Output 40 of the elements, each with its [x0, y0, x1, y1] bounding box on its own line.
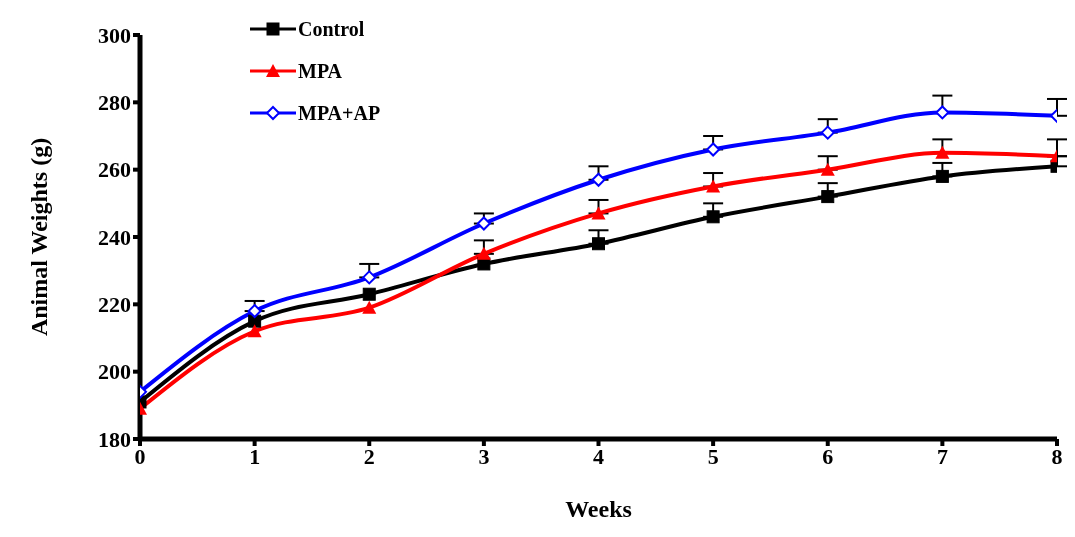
- legend-label: Control: [298, 17, 365, 41]
- point: [935, 145, 950, 159]
- point: [706, 142, 721, 157]
- point: [247, 324, 262, 338]
- point: [935, 105, 950, 120]
- point: [706, 179, 721, 193]
- legend-label: MPA: [298, 59, 343, 83]
- y-tick-label: 260: [98, 157, 131, 183]
- x-tick-label: 8: [1051, 443, 1063, 469]
- point: [591, 172, 606, 187]
- y-tick-label: 220: [98, 292, 131, 318]
- y-tick-label: 200: [98, 359, 131, 385]
- point: [362, 287, 376, 301]
- point: [592, 237, 605, 251]
- x-tick-label: 1: [249, 443, 261, 469]
- x-axis-title: Weeks: [565, 496, 632, 522]
- point: [362, 270, 377, 285]
- point: [820, 162, 835, 176]
- x-tick-label: 6: [822, 443, 834, 469]
- x-tick-label: 3: [478, 443, 490, 469]
- y-axis-title: Animal Weights (g): [25, 137, 52, 337]
- y-tick-label: 180: [98, 426, 131, 452]
- point: [362, 300, 377, 314]
- point: [820, 125, 835, 140]
- y-tick-label: 280: [98, 90, 131, 116]
- legend-label: MPA+AP: [298, 101, 381, 125]
- x-tick-label: 7: [936, 443, 948, 469]
- point: [476, 246, 491, 260]
- x-tick-label: 2: [363, 443, 375, 469]
- point: [247, 304, 262, 319]
- point: [591, 206, 606, 220]
- point: [706, 210, 720, 224]
- x-tick-label: 5: [707, 443, 719, 469]
- y-tick-label: 240: [98, 224, 131, 250]
- x-tick-label: 4: [593, 443, 604, 469]
- x-tick-label: 0: [134, 443, 146, 469]
- point: [935, 169, 949, 183]
- point: [476, 216, 491, 231]
- point: [821, 190, 835, 204]
- y-tick-label: 300: [98, 22, 131, 48]
